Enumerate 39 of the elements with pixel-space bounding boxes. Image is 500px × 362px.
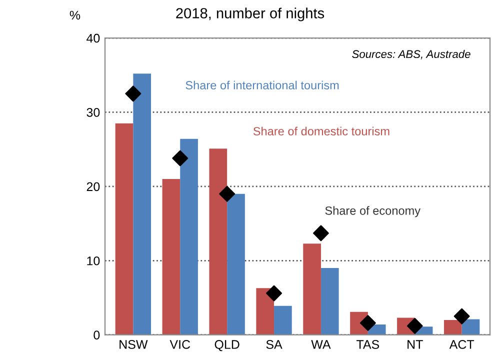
x-tick-label: VIC (170, 340, 190, 349)
text: Share of international tourism (186, 80, 339, 90)
annotation: Sources: ABS, Austrade (352, 50, 470, 60)
bar (320, 268, 339, 335)
bar (115, 123, 134, 335)
point (454, 308, 470, 324)
bar (256, 288, 274, 335)
point (219, 186, 236, 202)
bar (209, 148, 228, 335)
bar (444, 320, 462, 335)
point (312, 225, 329, 242)
point (406, 318, 423, 334)
x-tick-label: QLD (214, 340, 240, 352)
bar (274, 306, 292, 335)
point (266, 285, 282, 302)
point (125, 86, 142, 102)
x-tick-label: NT (408, 340, 423, 349)
x-tick-label: ACT (449, 340, 474, 349)
y-tick-label: 0 (94, 330, 100, 340)
y-tick-label: 40 (86, 34, 100, 43)
text: Share of domestic tourism (253, 126, 390, 136)
x-tick-label: SA (266, 340, 282, 349)
bar (227, 194, 245, 335)
x-tick-label: TAS (356, 340, 380, 349)
series-label: Share of economy (325, 206, 421, 218)
point (360, 315, 376, 331)
bar (133, 74, 152, 335)
y-axis-title: % (70, 10, 80, 20)
bar (180, 138, 198, 335)
x-tick-label: WA (311, 340, 331, 349)
y-tick-label: 30 (86, 108, 100, 117)
y-tick-label: 20 (86, 182, 100, 192)
point (172, 150, 188, 166)
bar (303, 244, 321, 335)
bar (162, 179, 180, 335)
y-tick-label: 10 (87, 256, 100, 266)
chart-title: 2018, number of nights (176, 8, 324, 22)
bar (462, 319, 480, 335)
x-tick-label: NSW (120, 340, 148, 349)
